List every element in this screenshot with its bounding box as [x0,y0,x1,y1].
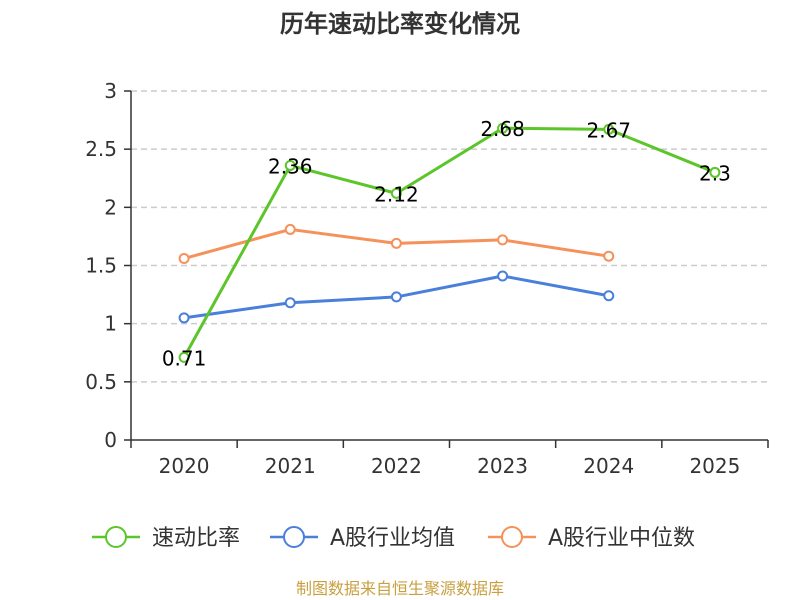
legend: 速动比率 A股行业均值 A股行业中位数 [92,526,695,551]
x-tick-label: 2021 [265,454,316,478]
data-point[interactable] [284,297,296,309]
axes: 0 0.5 1 1.5 2 2.5 3 2020 2021 2022 2023 2024 2025 [85,79,769,478]
data-point[interactable] [497,234,509,246]
series-layer: 0.71 2.36 2.12 2.68 2.67 2.3 [162,117,731,370]
series-2 [178,223,615,265]
data-label: 2.3 [699,161,731,185]
data-point[interactable] [178,253,190,265]
data-point[interactable] [390,237,402,249]
chart-title: 历年速动比率变化情况 [280,10,520,38]
legend-item-1[interactable]: A股行业均值 [270,526,455,551]
y-tick-label: 0 [104,428,117,452]
y-tick-label: 3 [104,79,117,103]
x-tick-label: 2024 [583,454,634,478]
x-tick-label: 2020 [159,454,210,478]
data-point[interactable] [284,159,296,171]
y-tick-label: 1.5 [85,254,117,278]
data-label: 0.71 [162,346,207,370]
y-tick-label: 1 [104,312,117,336]
data-label: 2.12 [374,182,419,206]
data-point[interactable] [178,351,190,363]
x-tick-label: 2023 [477,454,528,478]
data-label: 2.67 [586,118,631,142]
x-tick-label: 2025 [689,454,740,478]
legend-marker-icon [501,526,523,548]
legend-marker-icon [105,526,127,548]
data-point[interactable] [709,166,721,178]
data-point[interactable] [284,223,296,235]
data-point[interactable] [390,187,402,199]
legend-label: A股行业均值 [330,526,455,551]
legend-marker-icon [283,526,305,548]
x-tick-label: 2022 [371,454,422,478]
gridlines [131,90,768,383]
data-label: 2.68 [480,117,525,141]
y-tick-label: 0.5 [85,370,117,394]
data-point[interactable] [390,291,402,303]
y-tick-label: 2 [104,195,117,219]
series-0: 0.71 2.36 2.12 2.68 2.67 2.3 [162,117,731,370]
data-point[interactable] [603,123,615,135]
y-tick-label: 2.5 [85,137,117,161]
series-line [182,126,716,359]
data-point[interactable] [603,290,615,302]
source-note: 制图数据来自恒生聚源数据库 [296,579,504,598]
series-1 [178,270,615,324]
data-point[interactable] [497,270,509,282]
legend-item-0[interactable]: 速动比率 [92,526,240,551]
data-point[interactable] [497,122,509,134]
legend-label: 速动比率 [152,526,240,551]
data-point[interactable] [603,250,615,262]
data-label: 2.36 [268,154,313,178]
legend-item-2[interactable]: A股行业中位数 [488,526,695,551]
data-point[interactable] [178,312,190,324]
legend-label: A股行业中位数 [548,526,695,551]
